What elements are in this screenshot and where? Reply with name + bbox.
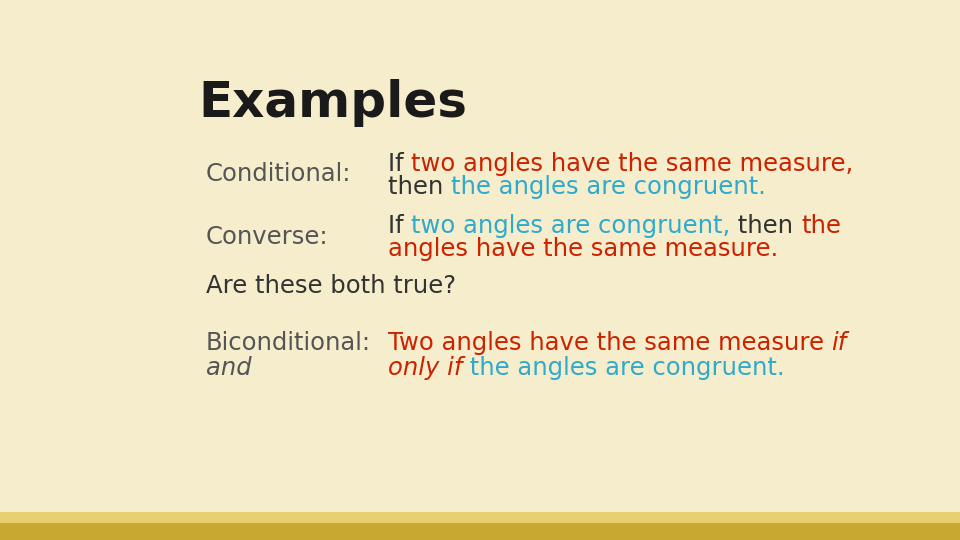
Text: Are these both true?: Are these both true?: [205, 274, 456, 299]
Text: and: and: [205, 355, 252, 380]
Text: if: if: [831, 330, 847, 355]
Text: If: If: [388, 152, 411, 176]
Text: the angles are congruent.: the angles are congruent.: [462, 355, 785, 380]
Text: then: then: [388, 175, 451, 199]
Text: the: the: [802, 214, 841, 238]
Text: Conditional:: Conditional:: [205, 162, 351, 186]
Text: only if: only if: [388, 355, 462, 380]
Text: Converse:: Converse:: [205, 225, 328, 248]
Text: then: then: [731, 214, 802, 238]
Bar: [0, 523, 960, 540]
Text: Examples: Examples: [198, 79, 468, 127]
Bar: [0, 512, 960, 523]
Text: Two angles have the same measure: Two angles have the same measure: [388, 330, 831, 355]
Text: the angles are congruent.: the angles are congruent.: [451, 175, 766, 199]
Text: Biconditional:: Biconditional:: [205, 330, 371, 355]
Text: angles have the same measure.: angles have the same measure.: [388, 237, 779, 261]
Text: If: If: [388, 214, 411, 238]
Text: two angles have the same measure,: two angles have the same measure,: [411, 152, 853, 176]
Text: two angles are congruent,: two angles are congruent,: [411, 214, 731, 238]
